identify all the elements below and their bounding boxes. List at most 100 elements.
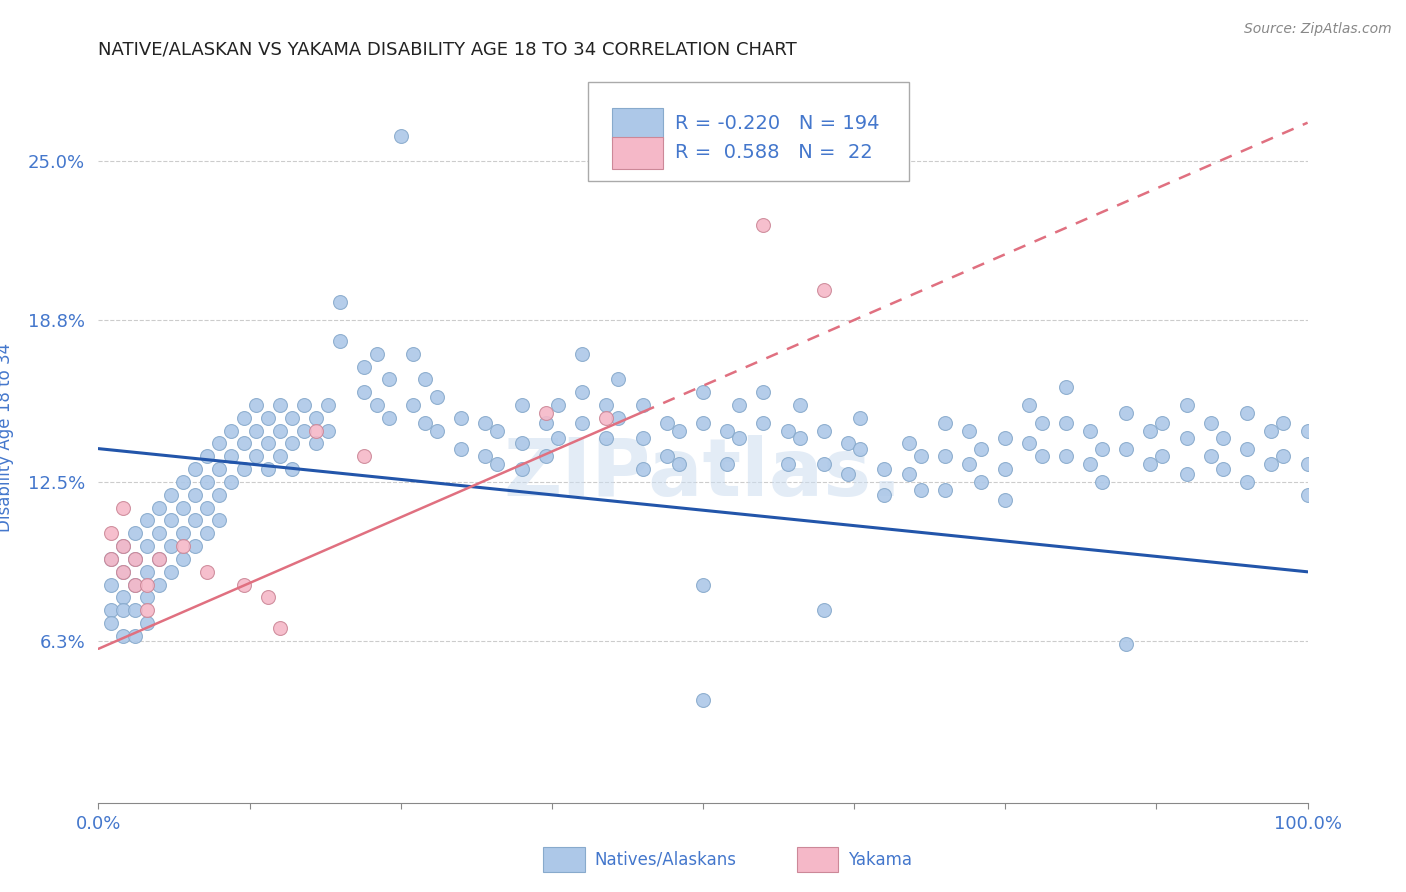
Point — [160, 488, 183, 502]
Point — [1260, 457, 1282, 471]
Point — [692, 693, 714, 707]
Point — [1031, 450, 1053, 464]
Point — [1152, 416, 1174, 430]
Point — [292, 424, 315, 438]
Point — [135, 577, 157, 591]
Point — [1199, 416, 1222, 430]
Point — [124, 552, 146, 566]
Point — [111, 629, 134, 643]
Point — [595, 398, 617, 412]
Point — [970, 442, 993, 456]
Point — [1296, 488, 1319, 502]
Point — [486, 457, 509, 471]
Point — [124, 552, 146, 566]
Point — [1175, 431, 1198, 445]
Point — [195, 565, 218, 579]
Point — [994, 431, 1017, 445]
Point — [728, 431, 751, 445]
Point — [208, 514, 231, 528]
Point — [135, 616, 157, 631]
FancyBboxPatch shape — [613, 108, 664, 140]
Point — [1091, 442, 1114, 456]
Point — [934, 450, 956, 464]
Point — [1296, 424, 1319, 438]
Point — [1018, 398, 1040, 412]
Point — [195, 526, 218, 541]
Text: R =  0.588   N =  22: R = 0.588 N = 22 — [675, 143, 873, 162]
Point — [910, 450, 932, 464]
Point — [377, 410, 399, 425]
Point — [1139, 424, 1161, 438]
Point — [269, 398, 291, 412]
Point — [1236, 475, 1258, 489]
Point — [184, 462, 207, 476]
Point — [1139, 457, 1161, 471]
Point — [124, 526, 146, 541]
Point — [510, 436, 533, 450]
Point — [172, 475, 194, 489]
Point — [256, 436, 278, 450]
Point — [160, 539, 183, 553]
Point — [111, 500, 134, 515]
Text: ZIPatlas.: ZIPatlas. — [503, 434, 903, 513]
Point — [1272, 450, 1295, 464]
Point — [1078, 457, 1101, 471]
Point — [135, 603, 157, 617]
Point — [668, 424, 690, 438]
Point — [655, 416, 678, 430]
Point — [281, 462, 304, 476]
Point — [873, 488, 896, 502]
Point — [994, 492, 1017, 507]
Point — [1212, 431, 1234, 445]
Point — [716, 424, 738, 438]
Text: NATIVE/ALASKAN VS YAKAMA DISABILITY AGE 18 TO 34 CORRELATION CHART: NATIVE/ALASKAN VS YAKAMA DISABILITY AGE … — [98, 40, 797, 58]
Point — [450, 442, 472, 456]
Point — [389, 128, 412, 143]
Point — [849, 442, 872, 456]
Point — [1115, 637, 1137, 651]
Point — [571, 416, 593, 430]
Point — [256, 591, 278, 605]
Point — [1091, 475, 1114, 489]
Point — [970, 475, 993, 489]
Point — [813, 457, 835, 471]
Point — [1054, 450, 1077, 464]
Point — [148, 552, 170, 566]
Point — [631, 431, 654, 445]
Point — [184, 539, 207, 553]
Point — [208, 436, 231, 450]
Point — [135, 591, 157, 605]
Point — [655, 450, 678, 464]
Point — [849, 410, 872, 425]
Point — [245, 424, 267, 438]
Point — [534, 416, 557, 430]
Point — [111, 603, 134, 617]
Point — [934, 483, 956, 497]
Point — [957, 424, 980, 438]
Point — [111, 539, 134, 553]
Point — [402, 398, 425, 412]
Point — [208, 462, 231, 476]
Point — [1199, 450, 1222, 464]
Point — [232, 410, 254, 425]
Point — [1078, 424, 1101, 438]
Point — [100, 552, 122, 566]
Point — [269, 424, 291, 438]
Point — [776, 457, 799, 471]
Point — [1152, 450, 1174, 464]
Point — [245, 398, 267, 412]
Point — [1236, 406, 1258, 420]
Point — [1296, 457, 1319, 471]
Point — [668, 457, 690, 471]
Point — [413, 416, 436, 430]
Point — [195, 500, 218, 515]
Point — [100, 603, 122, 617]
Point — [510, 462, 533, 476]
Point — [897, 467, 920, 482]
Point — [148, 526, 170, 541]
Point — [316, 398, 339, 412]
Point — [111, 539, 134, 553]
Point — [353, 385, 375, 400]
Point — [1054, 416, 1077, 430]
FancyBboxPatch shape — [588, 82, 908, 181]
